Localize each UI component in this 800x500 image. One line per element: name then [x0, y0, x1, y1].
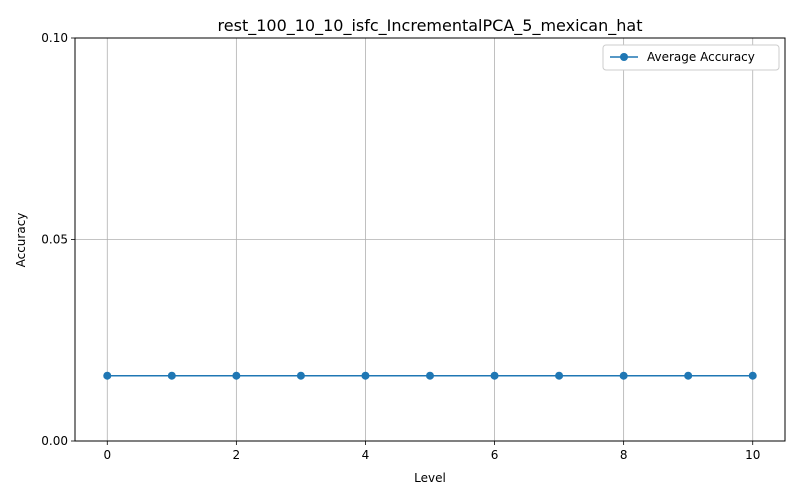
x-tick-label: 10 [745, 448, 760, 462]
data-point [426, 371, 434, 380]
y-tick-label: 0.05 [41, 233, 68, 247]
data-point [361, 371, 370, 380]
legend-label-average-accuracy: Average Accuracy [647, 50, 755, 64]
data-point [296, 371, 305, 380]
y-axis-label: Accuracy [14, 213, 28, 268]
y-tick-label: 0.00 [41, 434, 68, 448]
y-tick-label: 0.10 [41, 31, 68, 45]
data-point [555, 371, 564, 380]
data-point [684, 371, 693, 380]
series-layer [103, 371, 757, 380]
data-point [103, 371, 112, 380]
x-tick-label: 6 [491, 448, 499, 462]
legend-marker-average-accuracy [620, 53, 628, 61]
x-axis-label: Level [414, 471, 446, 485]
x-tick-label: 2 [233, 448, 241, 462]
data-point [619, 371, 628, 380]
data-point [490, 371, 499, 380]
x-tick-label: 8 [620, 448, 628, 462]
chart-title: rest_100_10_10_isfc_IncrementalPCA_5_mex… [218, 16, 643, 36]
x-tick-label: 4 [362, 448, 370, 462]
data-point [748, 371, 757, 380]
data-point [232, 371, 241, 380]
legend-box [602, 44, 780, 71]
ticks: 0 2 4 6 8 10 0.00 0.05 0.10 [41, 31, 760, 462]
data-point [167, 371, 176, 380]
legend: Average Accuracy [602, 44, 780, 71]
x-tick-label: 0 [103, 448, 111, 462]
